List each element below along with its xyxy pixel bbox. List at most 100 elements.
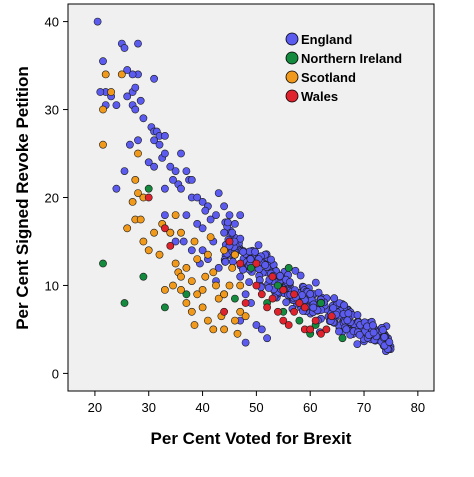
- data-point-england: [201, 206, 210, 215]
- data-point-wales: [166, 241, 175, 250]
- data-point-northern-ireland: [247, 263, 255, 272]
- y-tick-label: 10: [45, 278, 59, 293]
- data-point-scotland: [193, 290, 202, 299]
- data-point-england: [228, 228, 237, 237]
- data-point-scotland: [177, 272, 185, 281]
- data-point-england: [369, 328, 378, 337]
- data-point-scotland: [107, 88, 115, 96]
- data-point-england: [342, 325, 351, 334]
- x-tick-label: 20: [88, 400, 102, 415]
- data-point-scotland: [212, 281, 220, 290]
- data-point-wales: [295, 299, 304, 307]
- data-point-northern-ireland: [99, 259, 107, 268]
- legend: England Northern Ireland Scotland Wales: [285, 32, 402, 104]
- data-point-wales: [144, 193, 153, 202]
- data-point-england: [128, 70, 137, 79]
- legend-swatch-england: [285, 32, 299, 46]
- data-point-england: [353, 340, 362, 348]
- data-point-england: [198, 224, 207, 233]
- legend-label-scotland: Scotland: [301, 70, 356, 85]
- data-point-wales: [236, 259, 245, 268]
- legend-label-northern-ireland: Northern Ireland: [301, 51, 402, 66]
- data-point-scotland: [131, 175, 140, 184]
- y-tick-label: 0: [52, 366, 59, 381]
- data-point-england: [123, 66, 132, 74]
- data-point-scotland: [220, 246, 228, 255]
- data-point-northern-ireland: [284, 263, 293, 272]
- data-point-england: [214, 263, 223, 272]
- data-point-england: [335, 327, 343, 336]
- data-point-scotland: [182, 263, 191, 272]
- data-point-wales: [252, 259, 261, 268]
- data-point-scotland: [236, 281, 245, 290]
- data-point-england: [330, 294, 339, 303]
- y-tick-label: 20: [45, 191, 59, 206]
- data-point-scotland: [198, 303, 207, 312]
- data-point-wales: [311, 316, 320, 325]
- data-point-scotland: [236, 307, 245, 316]
- data-point-wales: [290, 290, 298, 299]
- data-point-scotland: [139, 237, 148, 246]
- x-tick-label: 60: [303, 400, 317, 415]
- data-point-wales: [252, 281, 261, 290]
- data-point-england: [309, 303, 318, 312]
- data-point-scotland: [128, 197, 137, 206]
- x-axis-title: Per Cent Voted for Brexit: [151, 429, 352, 448]
- data-point-england: [134, 39, 142, 48]
- data-point-england: [166, 162, 175, 171]
- data-point-scotland: [198, 285, 207, 294]
- data-point-england: [343, 316, 352, 325]
- data-point-northern-ireland: [160, 303, 169, 312]
- data-point-scotland: [99, 105, 107, 114]
- x-tick-label: 50: [249, 400, 263, 415]
- data-point-england: [368, 321, 377, 330]
- data-point-england: [169, 175, 177, 184]
- x-tick-label: 40: [195, 400, 209, 415]
- y-axis-title: Per Cent Signed Revoke Petition: [13, 66, 32, 330]
- data-point-scotland: [220, 325, 228, 334]
- data-point-england: [285, 278, 294, 286]
- data-point-england: [144, 158, 153, 167]
- data-point-scotland: [99, 140, 107, 149]
- data-point-scotland: [144, 246, 153, 255]
- y-tick-label: 40: [45, 15, 59, 30]
- legend-label-wales: Wales: [301, 89, 338, 104]
- data-point-scotland: [166, 228, 175, 237]
- data-point-england: [155, 140, 164, 149]
- data-point-scotland: [182, 299, 191, 307]
- data-point-england: [251, 247, 259, 256]
- data-point-england: [198, 197, 207, 206]
- data-point-england: [306, 289, 315, 298]
- data-point-england: [340, 301, 348, 310]
- data-point-wales: [284, 321, 293, 329]
- data-point-scotland: [225, 281, 234, 290]
- data-point-england: [182, 211, 191, 219]
- data-point-wales: [306, 325, 315, 334]
- data-point-england: [241, 338, 250, 347]
- data-point-wales: [160, 224, 169, 233]
- data-point-scotland: [117, 70, 126, 79]
- data-point-scotland: [190, 321, 199, 329]
- legend-item-england: England: [285, 32, 352, 47]
- data-point-england: [355, 330, 364, 339]
- data-point-scotland: [134, 149, 142, 158]
- data-point-england: [378, 326, 387, 334]
- data-point-scotland: [228, 263, 237, 272]
- data-point-england: [187, 246, 196, 255]
- data-point-scotland: [241, 312, 250, 321]
- data-point-wales: [279, 285, 288, 294]
- data-point-scotland: [187, 277, 196, 285]
- data-point-scotland: [171, 211, 180, 219]
- data-point-wales: [241, 299, 250, 307]
- data-point-wales: [317, 329, 325, 338]
- data-point-england: [131, 105, 140, 114]
- data-point-england: [193, 219, 202, 228]
- legend-swatch-scotland: [285, 70, 299, 84]
- data-point-england: [282, 298, 291, 307]
- data-point-scotland: [160, 285, 169, 294]
- data-point-england: [241, 290, 250, 299]
- data-point-england: [150, 162, 158, 171]
- data-point-northern-ireland: [120, 299, 129, 307]
- data-point-england: [245, 278, 253, 286]
